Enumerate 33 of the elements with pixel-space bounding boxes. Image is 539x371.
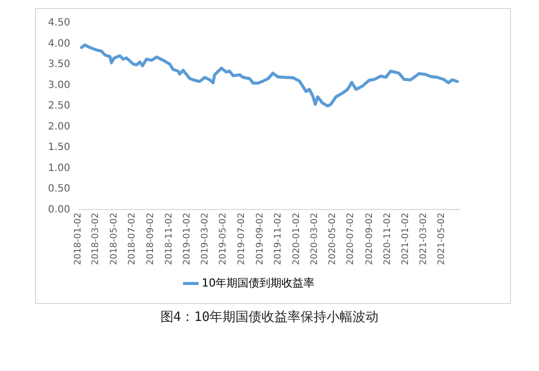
y-tick-label: 0.50: [48, 184, 70, 195]
y-tick-label: 1.00: [48, 162, 70, 174]
x-tick-label: 2020-11-02: [383, 212, 394, 266]
x-tick-label: 2021-01-02: [401, 212, 412, 266]
x-tick-label: 2019-01-02: [182, 212, 193, 266]
x-tick-label: 2020-09-02: [364, 212, 375, 266]
x-tick-label: 2019-11-02: [274, 212, 284, 266]
x-tick-label: 2020-05-02: [328, 212, 338, 266]
y-tick-label: 0.00: [48, 204, 70, 216]
x-tick-label: 2018-05-02: [109, 212, 120, 266]
x-tick-label: 2020-07-02: [346, 212, 356, 266]
x-tick-label: 2018-07-02: [128, 212, 138, 266]
x-tick-label: 2021-05-02: [437, 212, 448, 266]
x-tick-label: 2019-07-02: [236, 212, 247, 266]
y-tick-label: 3.00: [48, 80, 70, 91]
x-tick-label: 2021-03-02: [418, 212, 429, 266]
x-tick-label: 2019-03-02: [200, 212, 210, 266]
x-tick-label: 2020-01-02: [292, 212, 302, 266]
y-tick-label: 3.50: [48, 59, 70, 70]
y-tick-label: 4.50: [48, 18, 70, 29]
y-tick-label: 2.50: [48, 100, 70, 112]
x-tick-label: 2019-05-02: [218, 212, 229, 266]
x-tick-label: 2018-09-02: [146, 212, 156, 266]
x-tick-label: 2018-01-02: [74, 212, 84, 266]
x-tick-label: 2018-11-02: [164, 212, 174, 266]
text: 图4：10年期国债收益率保持小幅波动: [159, 309, 380, 326]
x-tick-label: 2019-09-02: [255, 212, 266, 266]
y-tick-label: 4.00: [48, 38, 70, 50]
x-tick-label: 2020-03-02: [310, 212, 320, 266]
x-tick-label: 2018-03-02: [91, 212, 102, 266]
legend-label: 10年期国债到期收益率: [202, 276, 315, 290]
y-tick-label: 1.50: [48, 142, 70, 154]
y-tick-label: 2.00: [48, 121, 70, 132]
